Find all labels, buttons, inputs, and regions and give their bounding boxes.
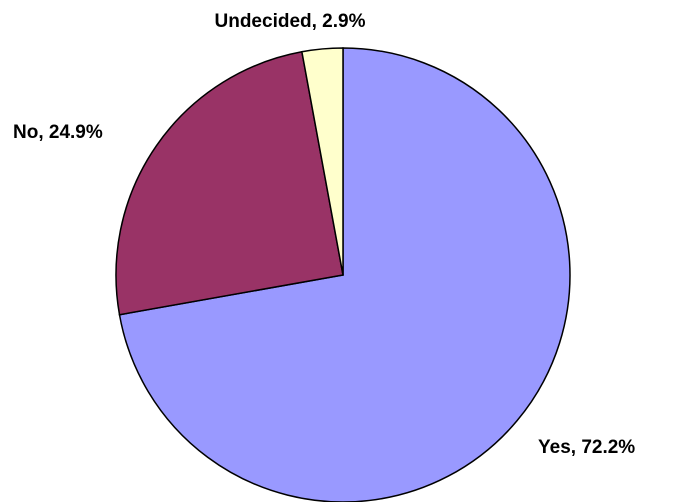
data-label-undecided: Undecided, 2.9%	[215, 11, 366, 32]
data-label-no: No, 24.9%	[13, 122, 103, 143]
data-label-yes: Yes, 72.2%	[538, 437, 635, 458]
pie-labels: Yes, 72.2% No, 24.9% Undecided, 2.9%	[13, 11, 635, 458]
pie-slice-no	[115, 50, 344, 316]
pie-slice-yes	[118, 47, 571, 502]
pie-slices	[115, 47, 571, 502]
pie-slice-undecided	[300, 47, 344, 276]
